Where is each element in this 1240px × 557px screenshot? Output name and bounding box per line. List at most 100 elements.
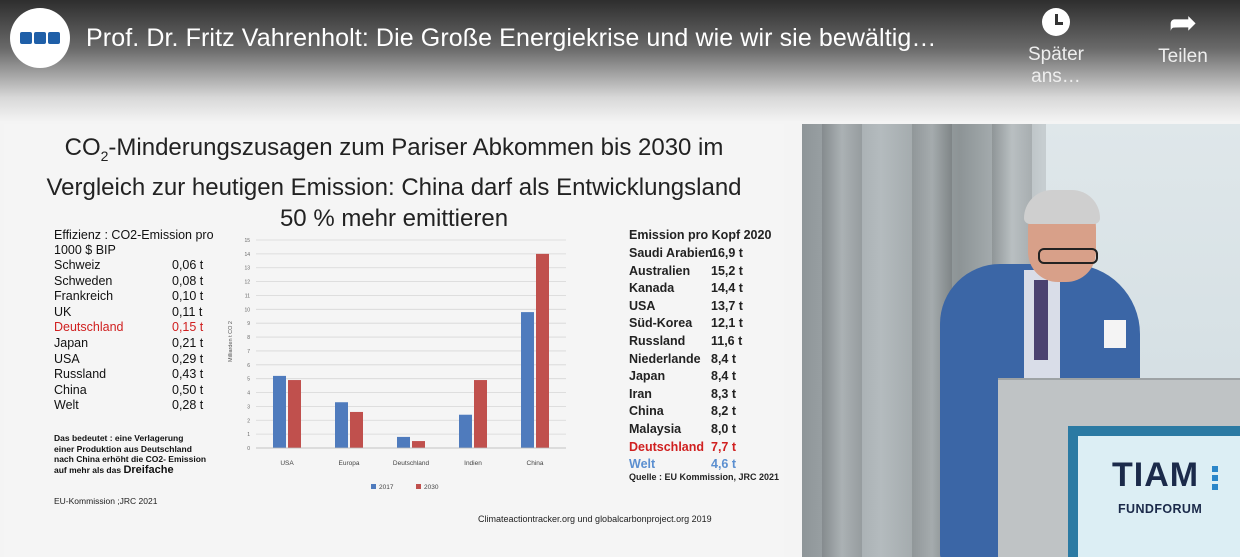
efficiency-value: 0,08 t <box>172 273 204 288</box>
per-capita-value: 14,4 t <box>711 281 743 296</box>
efficiency-row: UK 0,11 t <box>54 305 214 321</box>
per-capita-row: Kanada 14,4 t <box>629 280 779 298</box>
title-line-2: Vergleich zur heutigen Emission: China d… <box>46 173 742 201</box>
bar-2017 <box>397 436 410 448</box>
bar-2030 <box>288 380 301 448</box>
efficiency-row: Deutschland 0,15 t <box>54 320 214 336</box>
per-capita-row: Russland 11,6 t <box>629 333 779 351</box>
y-tick-label: 5 <box>247 377 250 383</box>
x-tick-label: Deutschland <box>393 460 430 467</box>
per-capita-value: 15,2 t <box>711 263 743 278</box>
bar-2030 <box>536 253 549 448</box>
efficiency-country: Schweiz <box>54 258 101 272</box>
clock-icon <box>1042 8 1070 36</box>
y-tick-label: 7 <box>247 349 250 355</box>
y-tick-label: 0 <box>247 446 250 452</box>
efficiency-row: Russland 0,43 t <box>54 367 214 383</box>
logo-square <box>48 32 60 44</box>
title-co: CO <box>64 134 101 161</box>
per-capita-country: Niederlande <box>629 351 701 366</box>
bar-2017 <box>335 402 348 448</box>
per-capita-row: Malaysia 8,0 t <box>629 421 779 439</box>
glasses <box>1038 248 1098 264</box>
legend-label: 2017 <box>379 484 394 491</box>
per-capita-row: China 8,2 t <box>629 403 779 421</box>
speaker-hair <box>1024 190 1100 224</box>
efficiency-country: Deutschland <box>54 320 124 335</box>
per-capita-row: Japan 8,4 t <box>629 368 779 386</box>
efficiency-country: Frankreich <box>54 289 114 304</box>
podium-screen <box>1078 436 1240 557</box>
watch-later-button[interactable]: Später ans… <box>1006 8 1106 88</box>
y-tick-label: 15 <box>244 238 250 244</box>
efficiency-country: Schweden <box>54 273 113 288</box>
bar-2030 <box>412 441 425 448</box>
speaker-tie <box>1034 280 1048 360</box>
legend-swatch <box>371 484 376 489</box>
per-capita-value: 12,1 t <box>711 316 743 331</box>
efficiency-row: Frankreich 0,10 t <box>54 289 214 305</box>
per-capita-value: 4,6 t <box>711 457 737 472</box>
per-capita-value: 13,7 t <box>711 298 743 313</box>
efficiency-country: China <box>54 382 87 397</box>
note-line: Das bedeutet : eine Verlagerung <box>54 433 184 443</box>
logo-square <box>34 32 46 44</box>
per-capita-value: 16,9 t <box>711 246 743 260</box>
per-capita-row: Süd-Korea 12,1 t <box>629 315 779 333</box>
efficiency-row: China 0,50 t <box>54 383 214 399</box>
per-capita-row: Deutschland 7,7 t <box>629 439 779 457</box>
y-tick-label: 10 <box>244 307 250 313</box>
y-tick-label: 12 <box>244 280 250 286</box>
efficiency-country: Japan <box>54 335 89 350</box>
speaker-video: TIAM FUNDFORUM <box>802 124 1240 557</box>
x-tick-label: USA <box>280 460 294 467</box>
per-capita-value: 8,4 t <box>711 351 737 366</box>
y-tick-label: 11 <box>245 293 250 299</box>
efficiency-value: 0,10 t <box>172 289 204 304</box>
x-tick-label: Europa <box>339 460 360 467</box>
per-capita-row: USA 13,7 t <box>629 298 779 316</box>
per-capita-table: Emission pro Kopf 2020 Saudi Arabien 16,9… <box>629 228 779 474</box>
video-title-overlay <box>0 0 1240 122</box>
y-tick-label: 6 <box>247 363 250 369</box>
title-sub: 2 <box>100 147 109 164</box>
share-button[interactable]: ➦ Teilen <box>1133 4 1233 68</box>
bar-2017 <box>273 375 286 448</box>
per-capita-source: Quelle : EU Kommission, JRC 2021 <box>629 472 780 482</box>
title-line-1: -Minderungszusagen zum Pariser Abkommen … <box>108 134 724 161</box>
per-capita-row: Australien 15,2 t <box>629 263 779 281</box>
efficiency-row: Japan 0,21 t <box>54 336 214 352</box>
share-arrow-icon: ➦ <box>1168 4 1198 42</box>
source-bottom: Climateactiontracker.org und globalcarbo… <box>478 514 712 524</box>
x-tick-label: Indien <box>464 460 482 467</box>
efficiency-value: 0,15 t <box>172 320 204 335</box>
name-badge <box>1104 320 1126 348</box>
note-emphasis: Dreifache <box>123 463 174 476</box>
efficiency-header: Effizienz : CO2-Emission pro 1000 $ BIP <box>54 228 214 257</box>
y-tick-label: 2 <box>247 418 250 424</box>
per-capita-value: 8,3 t <box>711 386 737 401</box>
efficiency-row: Welt 0,28 t <box>54 398 214 414</box>
per-capita-country: Saudi Arabien <box>629 246 713 260</box>
presentation-slide: CO2-Minderungszusagen zum Pariser Abkomm… <box>4 124 784 557</box>
per-capita-country: China <box>629 404 664 419</box>
y-axis-label: Milliarden t CO 2 <box>228 321 234 362</box>
efficiency-value: 0,21 t <box>172 335 204 350</box>
video-title[interactable]: Prof. Dr. Fritz Vahrenholt: Die Große En… <box>86 24 937 52</box>
bar-2030 <box>350 411 363 448</box>
note-line: einer Produktion aus Deutschland <box>54 443 192 454</box>
channel-avatar[interactable] <box>10 8 70 68</box>
efficiency-country: Russland <box>54 367 107 382</box>
y-tick-label: 9 <box>247 321 250 327</box>
efficiency-value: 0,11 t <box>172 304 203 319</box>
note-line: nach China erhöht die CO2- Emission <box>54 454 207 464</box>
legend-label: 2030 <box>424 484 439 491</box>
efficiency-value: 0,06 t <box>172 258 204 272</box>
per-capita-row: Niederlande 8,4 t <box>629 351 779 369</box>
brand-subtitle: FUNDFORUM <box>1118 502 1203 516</box>
efficiency-country: UK <box>54 304 72 319</box>
per-capita-value: 8,2 t <box>711 404 737 419</box>
brand-dots <box>1212 466 1218 493</box>
